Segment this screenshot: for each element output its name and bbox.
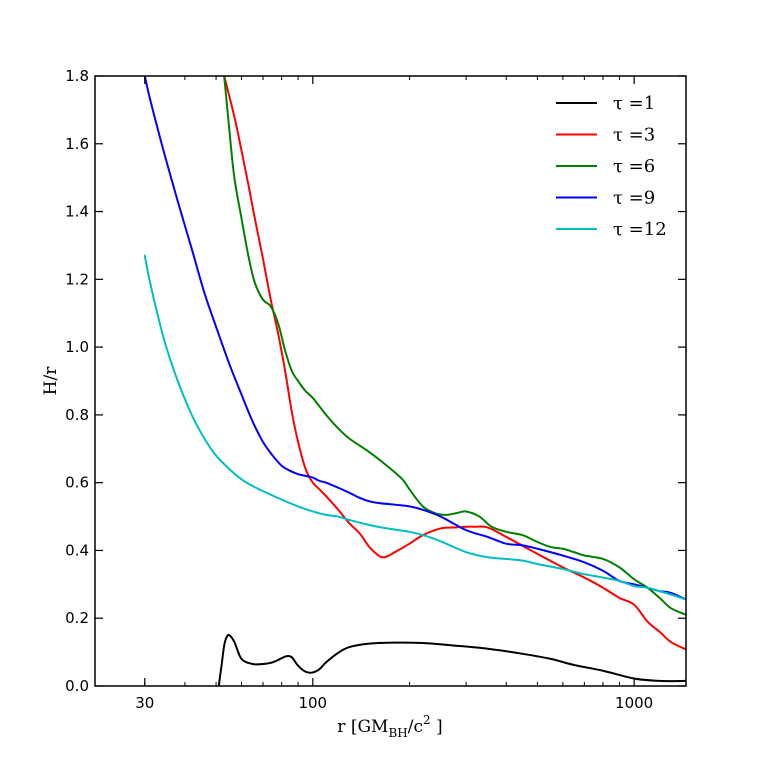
series-line-4 [143,76,686,601]
x-tick-label: 100 [298,694,327,712]
y-tick-label: 1.8 [65,67,89,85]
y-tick-label: 1.0 [65,338,89,356]
y-tick-label: 1.4 [65,203,89,221]
series-layer [143,76,686,686]
y-tick-label: 1.2 [65,270,89,288]
y-tick-label: 1.6 [65,135,89,153]
legend-label-2: τ =3 [613,125,655,146]
x-tick-label: 1000 [615,694,653,712]
series-line-3 [223,76,686,616]
x-axis-label-sub: BH [388,726,407,740]
series-line-2 [223,76,686,651]
x-tick-label: 30 [135,694,154,712]
legend: τ =1 τ =3 τ =6 τ =9 τ =12 [556,93,667,240]
plot-frame [94,75,687,687]
series-line-1 [217,633,686,686]
x-axis-label-mid: /c [408,717,423,737]
y-tick-label: 0.6 [65,474,89,492]
x-axis-label-sup: 2 [423,713,431,727]
legend-label-1: τ =1 [613,93,655,114]
ticks-layer: 30 100 1000 0.0 0.2 0.4 0.6 0.8 1.0 1.2 1.4 1.6 1.8 [65,67,686,712]
y-axis-label: H/r [41,366,61,396]
x-axis-label: r [GMBH/c2 ] [337,713,442,740]
y-tick-label: 0.0 [65,677,89,695]
y-tick-label: 0.8 [65,406,89,424]
legend-label-5: τ =12 [613,219,667,240]
y-tick-label: 0.4 [65,541,89,559]
legend-label-4: τ =9 [613,188,655,209]
x-axis-label-end: ] [431,717,443,737]
x-axis-label-main: r [GM [337,717,388,737]
legend-label-3: τ =6 [613,156,655,177]
y-tick-label: 0.2 [65,609,89,627]
series-line-5 [143,254,686,601]
